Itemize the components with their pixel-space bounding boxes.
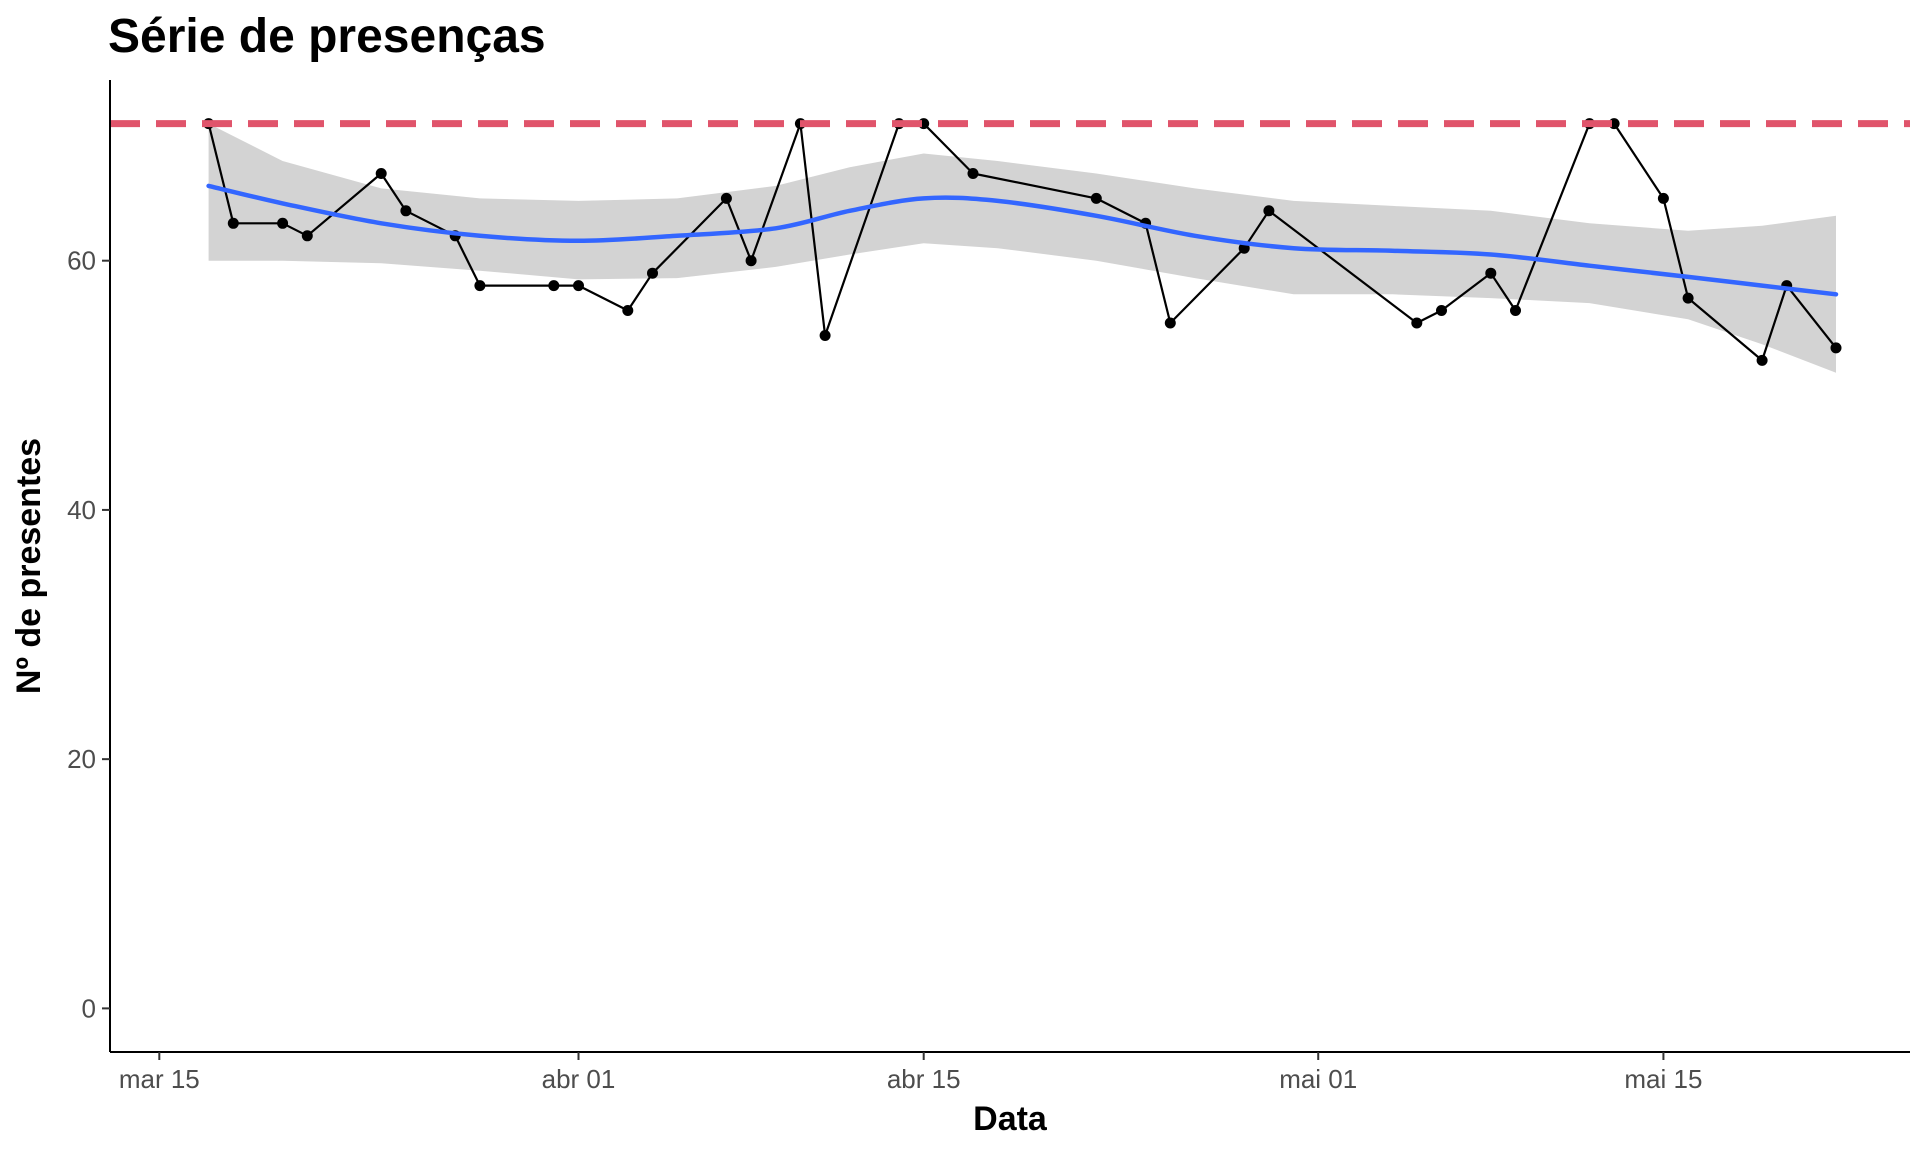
data-point: [1756, 354, 1768, 366]
data-point: [1436, 305, 1447, 316]
x-tick-label: mai 01: [1279, 1064, 1357, 1094]
confidence-band: [208, 123, 1837, 373]
data-point: [227, 217, 239, 229]
data-point: [647, 267, 658, 279]
x-tick-label: mai 15: [1624, 1064, 1702, 1094]
data-point: [1263, 205, 1275, 217]
trend-line: [206, 183, 1839, 297]
data-point: [1164, 317, 1176, 329]
data-point: [622, 305, 634, 316]
y-axis-title: Nº de presentes: [10, 438, 48, 694]
data-point: [1682, 292, 1694, 304]
chart-title: Série de presenças: [108, 10, 546, 63]
data-point: [1510, 305, 1521, 316]
data-point: [375, 168, 387, 179]
y-tick-label: 40: [67, 495, 96, 525]
data-point: [967, 168, 979, 179]
data-point: [1657, 192, 1669, 204]
x-tick-label: mar 15: [119, 1064, 200, 1094]
x-axis-title: Data: [973, 1100, 1048, 1138]
data-point: [720, 192, 732, 204]
data-point: [548, 280, 560, 292]
data-point: [745, 255, 757, 267]
y-tick-label: 20: [67, 744, 96, 774]
plot-area: [110, 118, 1910, 373]
data-point: [573, 280, 584, 292]
data-point: [400, 205, 412, 217]
data-point: [819, 330, 831, 341]
data-point: [1411, 317, 1423, 329]
axes: 0 20 40 60 mar 15 abr 01 abr 15 mai 01 mai 15: [67, 246, 1702, 1094]
data-point: [277, 217, 289, 229]
x-tick-label: abr 15: [887, 1064, 961, 1094]
y-tick-label: 60: [67, 246, 96, 276]
data-point: [1485, 267, 1497, 279]
data-point: [474, 280, 486, 292]
y-tick-label: 0: [82, 993, 96, 1023]
data-point: [1090, 192, 1102, 204]
data-point: [301, 230, 313, 242]
data-point: [1830, 342, 1842, 354]
x-tick-label: abr 01: [542, 1064, 616, 1094]
